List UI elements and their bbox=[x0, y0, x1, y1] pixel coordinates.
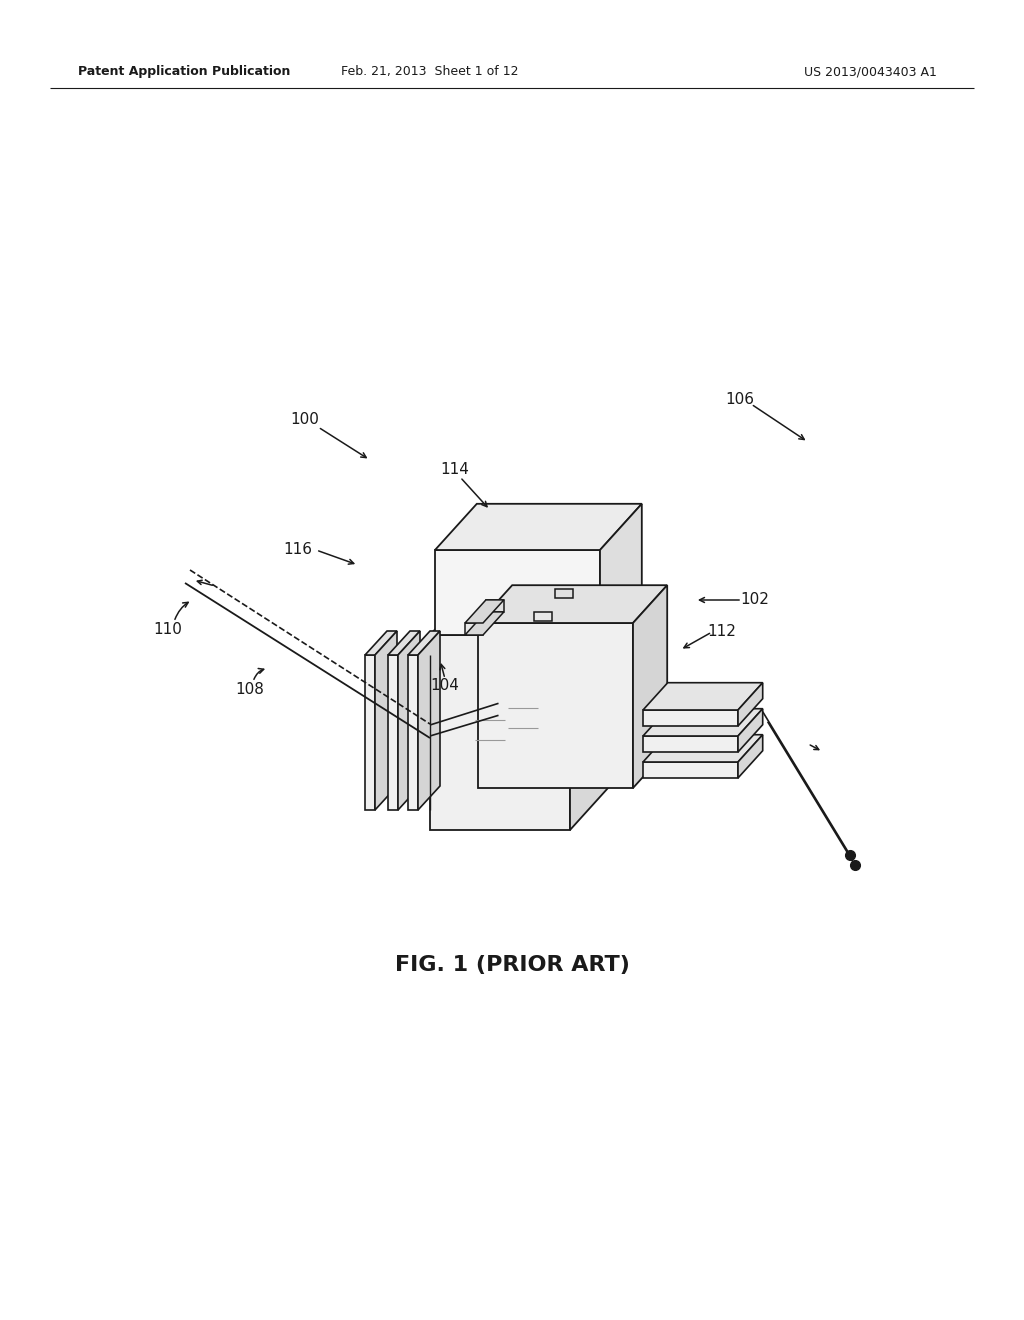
Polygon shape bbox=[643, 682, 763, 710]
Text: 106: 106 bbox=[725, 392, 755, 408]
Polygon shape bbox=[478, 623, 633, 788]
Polygon shape bbox=[643, 709, 763, 737]
Text: Patent Application Publication: Patent Application Publication bbox=[78, 66, 291, 78]
Polygon shape bbox=[465, 623, 483, 635]
Polygon shape bbox=[738, 709, 763, 752]
Polygon shape bbox=[643, 737, 738, 752]
Text: Feb. 21, 2013  Sheet 1 of 12: Feb. 21, 2013 Sheet 1 of 12 bbox=[341, 66, 519, 78]
Polygon shape bbox=[534, 611, 552, 622]
Text: 104: 104 bbox=[430, 677, 460, 693]
Polygon shape bbox=[430, 593, 608, 635]
Polygon shape bbox=[408, 655, 418, 810]
Polygon shape bbox=[388, 631, 420, 655]
Polygon shape bbox=[365, 631, 397, 655]
Text: 100: 100 bbox=[291, 412, 319, 428]
Polygon shape bbox=[600, 504, 642, 635]
Polygon shape bbox=[486, 599, 504, 612]
Polygon shape bbox=[478, 585, 668, 623]
Text: 112: 112 bbox=[708, 624, 736, 639]
Text: FIG. 1 (PRIOR ART): FIG. 1 (PRIOR ART) bbox=[394, 954, 630, 975]
Polygon shape bbox=[643, 710, 738, 726]
Polygon shape bbox=[633, 585, 668, 788]
Polygon shape bbox=[375, 631, 397, 810]
Text: 108: 108 bbox=[236, 682, 264, 697]
Text: 110: 110 bbox=[154, 623, 182, 638]
Polygon shape bbox=[570, 593, 608, 830]
Polygon shape bbox=[388, 655, 398, 810]
Text: 116: 116 bbox=[284, 543, 312, 557]
Polygon shape bbox=[430, 635, 570, 830]
Polygon shape bbox=[465, 612, 504, 635]
Polygon shape bbox=[418, 631, 440, 810]
Text: 114: 114 bbox=[440, 462, 469, 478]
Polygon shape bbox=[555, 589, 572, 598]
Polygon shape bbox=[738, 735, 763, 777]
Text: 102: 102 bbox=[740, 593, 769, 607]
Text: US 2013/0043403 A1: US 2013/0043403 A1 bbox=[804, 66, 936, 78]
Polygon shape bbox=[643, 735, 763, 762]
Polygon shape bbox=[435, 504, 642, 550]
Polygon shape bbox=[398, 631, 420, 810]
Polygon shape bbox=[435, 550, 600, 635]
Polygon shape bbox=[738, 682, 763, 726]
Polygon shape bbox=[408, 631, 440, 655]
Polygon shape bbox=[365, 655, 375, 810]
Polygon shape bbox=[465, 599, 504, 623]
Polygon shape bbox=[643, 762, 738, 777]
